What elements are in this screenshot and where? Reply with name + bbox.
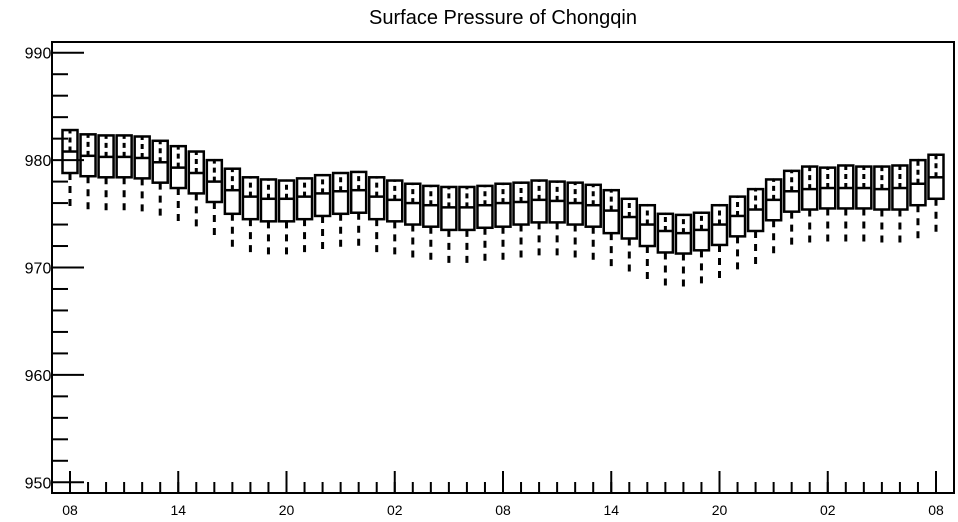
x-tick-label: 14 [603, 502, 619, 518]
box-42 [819, 166, 837, 243]
box-12 [277, 179, 296, 257]
y-tick-label: 970 [25, 261, 52, 278]
box-45 [873, 165, 891, 244]
chart-title: Surface Pressure of Chongqin [369, 7, 637, 29]
box-28 [566, 181, 584, 260]
box-38 [746, 187, 765, 266]
box-8 [205, 158, 224, 240]
box-47 [909, 158, 927, 240]
box-48 [927, 153, 945, 234]
box-36 [710, 203, 729, 281]
box-20 [422, 184, 440, 264]
x-tick-label: 14 [170, 502, 186, 518]
x-tick-label: 08 [495, 502, 511, 518]
box-46 [891, 164, 909, 244]
box-3 [115, 134, 133, 212]
box-32 [638, 203, 657, 283]
box-15 [331, 171, 350, 250]
box-1 [79, 133, 97, 211]
box-11 [259, 178, 278, 257]
box-27 [548, 180, 566, 258]
box-40 [782, 169, 801, 247]
box-22 [458, 185, 476, 266]
box-31 [620, 197, 639, 277]
box-23 [476, 184, 494, 264]
box-29 [584, 183, 602, 262]
box-14 [313, 173, 332, 252]
box-18 [386, 179, 404, 259]
box-30 [602, 188, 620, 268]
y-tick-label: 960 [25, 368, 52, 385]
box-16 [349, 170, 368, 250]
box-25 [512, 181, 530, 260]
box-24 [494, 182, 512, 263]
y-tick-label: 950 [25, 475, 52, 492]
y-axis: 950 960 970 980 990 [25, 46, 84, 492]
x-tick-label: 20 [712, 502, 728, 518]
box-33 [656, 212, 675, 289]
box-44 [855, 165, 873, 243]
x-axis: 08 14 20 02 08 14 20 02 08 [62, 471, 944, 518]
box-39 [764, 178, 783, 255]
box-17 [367, 176, 386, 257]
box-13 [295, 177, 314, 255]
box-4 [133, 135, 151, 213]
x-tick-label: 02 [387, 502, 403, 518]
box-0 [61, 128, 79, 209]
box-26 [530, 179, 548, 258]
box-body [692, 211, 711, 252]
x-tick-label: 20 [279, 502, 295, 518]
box-series [61, 128, 945, 289]
x-tick-label: 08 [62, 502, 78, 518]
y-tick-label: 980 [25, 153, 52, 170]
box-5 [151, 139, 169, 218]
box-6 [169, 144, 187, 222]
box-35 [692, 211, 711, 287]
box-43 [837, 164, 855, 243]
x-tick-label: 08 [928, 502, 944, 518]
box-34 [674, 213, 693, 289]
box-10 [241, 176, 260, 254]
box-9 [223, 167, 242, 249]
box-2 [97, 134, 115, 212]
box-37 [728, 195, 747, 272]
box-41 [800, 165, 819, 244]
box-21 [440, 185, 458, 267]
x-tick-label: 02 [820, 502, 836, 518]
y-tick-label: 990 [25, 46, 52, 63]
box-7 [187, 150, 206, 229]
box-body [656, 212, 675, 254]
box-19 [404, 182, 422, 262]
plot-frame [51, 41, 955, 494]
